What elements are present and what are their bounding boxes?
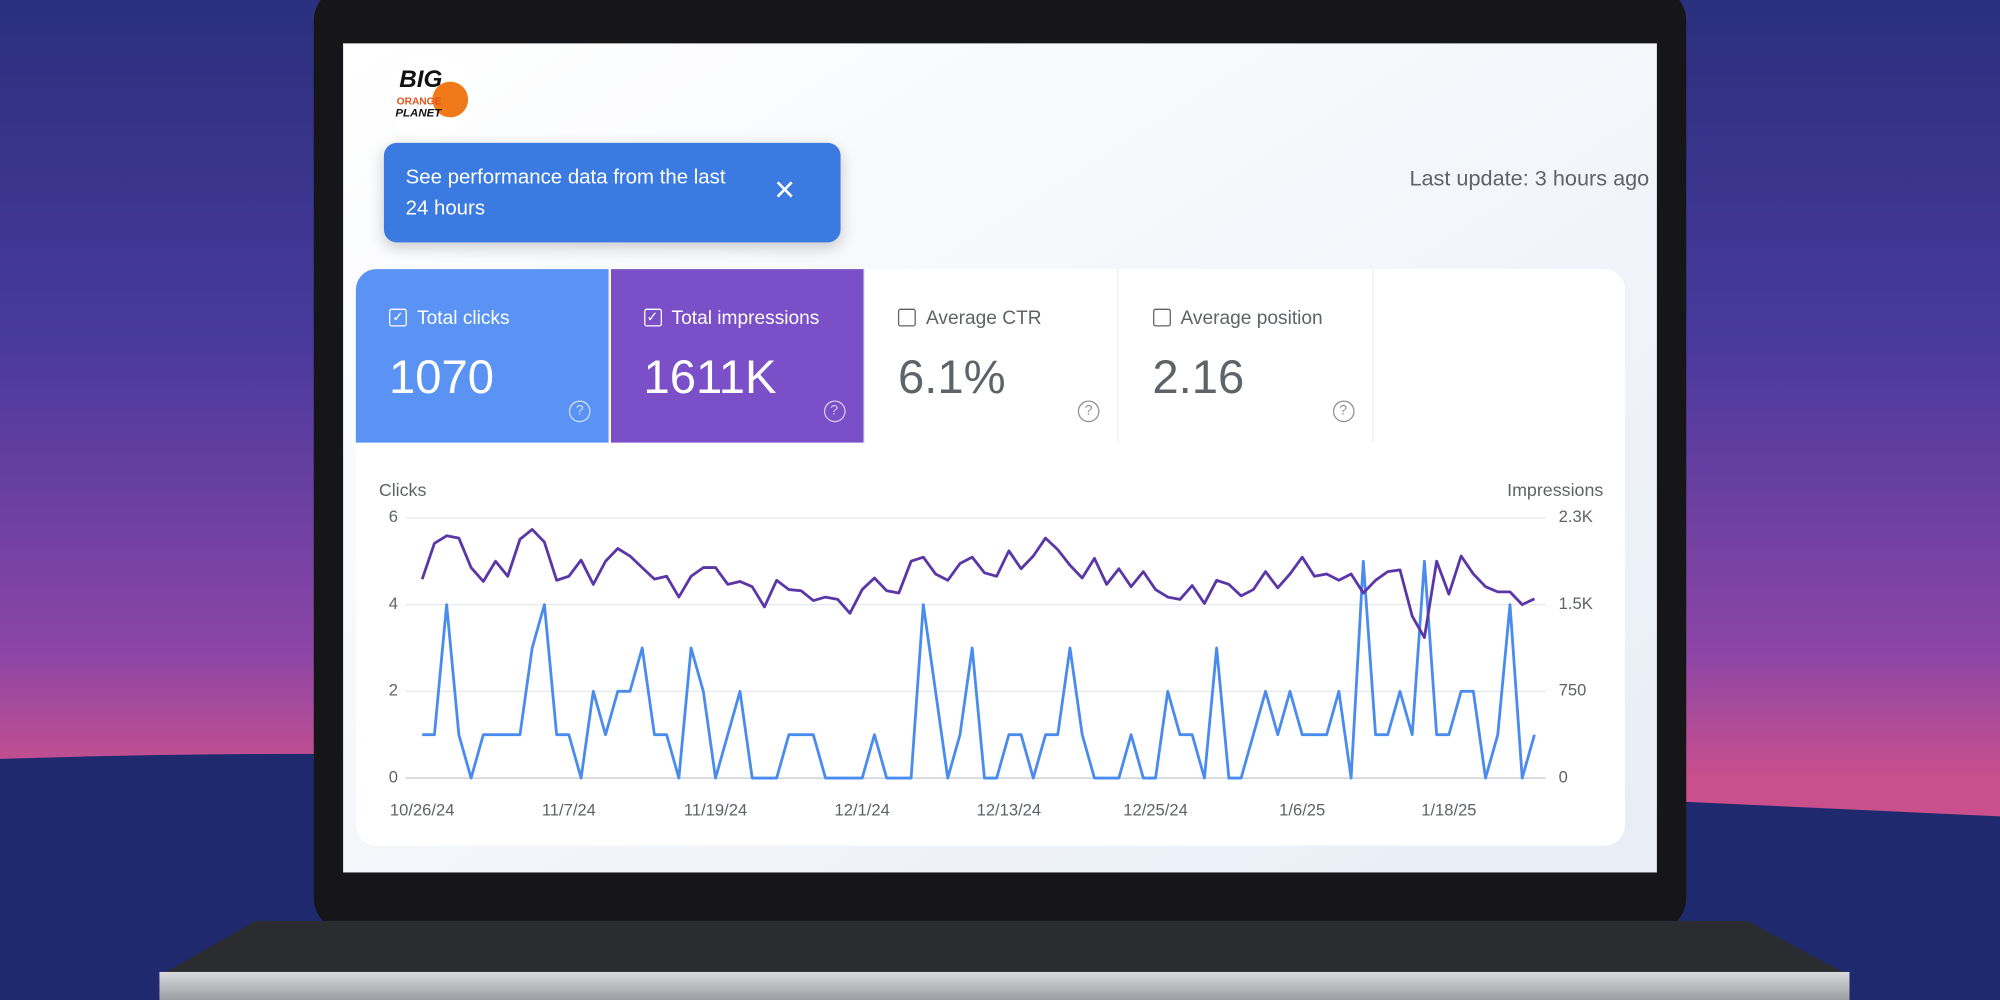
help-icon: ?: [1077, 400, 1100, 423]
metric-value: 6.1%: [897, 350, 1006, 404]
metric-card[interactable]: Total impressions ✓ 1611K?: [610, 269, 865, 443]
checkbox[interactable]: [897, 308, 916, 327]
last-update: Last update: 3 hours ago: [1409, 166, 1649, 191]
metric-value: 1070: [389, 350, 495, 404]
help-icon: ?: [568, 400, 591, 423]
y-tick-label: 4: [389, 594, 398, 613]
y2-tick-label: 1.5K: [1559, 594, 1593, 613]
keyboard: [159, 920, 1850, 976]
close-button[interactable]: ×: [774, 169, 796, 210]
y2-axis-title: Impressions: [1507, 480, 1603, 500]
series-line: [420, 528, 1536, 639]
y-axis-title: Clicks: [379, 480, 427, 500]
y2-tick-label: 750: [1559, 681, 1587, 700]
metric-card[interactable]: Average CTR 6.1%?: [864, 269, 1119, 443]
metric-card[interactable]: Total clicks ✓ 1070?: [355, 269, 610, 443]
checkbox[interactable]: [1152, 308, 1171, 327]
metric-label: Total impressions ✓: [643, 307, 819, 329]
x-tick-label: 11/7/24: [542, 801, 596, 820]
logo-text: BIG: [399, 66, 442, 93]
checkbox[interactable]: ✓: [643, 308, 662, 327]
y2-tick-label: 2.3K: [1559, 507, 1593, 526]
laptop-base: [159, 971, 1850, 1000]
logo-badge: [386, 52, 474, 140]
metric-label: Total clicks ✓: [389, 307, 510, 329]
logo-text: PLANET: [395, 108, 442, 120]
series-line: [422, 559, 1536, 780]
y2-tick-label: 0: [1559, 767, 1568, 786]
metric-label: Average CTR: [897, 307, 1042, 329]
notice-text: See performance data from the last 24 ho…: [405, 167, 726, 220]
x-tick-label: 12/1/24: [835, 801, 890, 820]
logo-text: ORANGE: [397, 97, 442, 108]
logo-planet: [432, 81, 469, 118]
metric-card[interactable]: Average position 2.16?: [1119, 269, 1374, 443]
metric-value: 2.16: [1152, 350, 1245, 404]
x-tick-label: 1/6/25: [1279, 801, 1325, 820]
metric-value: 1611K: [643, 350, 777, 404]
x-tick-label: 10/26/24: [390, 801, 455, 820]
x-tick-label: 12/25/24: [1123, 801, 1188, 820]
y-tick-label: 6: [389, 507, 398, 526]
metric-label: Average position: [1152, 307, 1323, 329]
checkbox[interactable]: ✓: [389, 308, 407, 327]
y-tick-label: 0: [389, 767, 398, 786]
help-icon: ?: [1332, 400, 1354, 423]
chart: Clicks Impressions 0 2 4 6 0 750 1.5K 2.3K 10/26…: [379, 480, 1604, 820]
y-tick-label: 2: [389, 681, 398, 700]
x-tick-label: 1/18/25: [1421, 801, 1476, 820]
help-icon: ?: [823, 400, 846, 423]
notice-banner: See performance data from the last 24 ho…: [383, 142, 841, 243]
x-tick-label: 11/19/24: [684, 801, 747, 820]
x-tick-label: 12/13/24: [977, 801, 1042, 820]
